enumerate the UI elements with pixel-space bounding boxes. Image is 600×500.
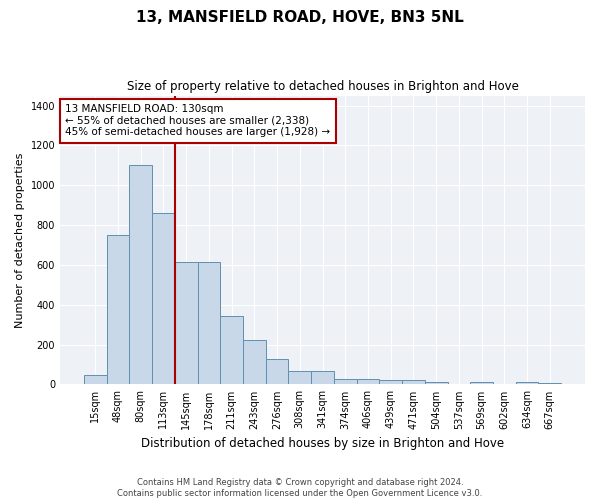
Bar [425,382,448,384]
Text: 13 MANSFIELD ROAD: 130sqm
← 55% of detached houses are smaller (2,338)
45% of se: 13 MANSFIELD ROAD: 130sqm ← 55% of detac… [65,104,331,138]
Text: 13, MANSFIELD ROAD, HOVE, BN3 5NL: 13, MANSFIELD ROAD, HOVE, BN3 5NL [136,10,464,25]
Text: Contains HM Land Registry data © Crown copyright and database right 2024.
Contai: Contains HM Land Registry data © Crown c… [118,478,482,498]
Bar [220,316,243,384]
Title: Size of property relative to detached houses in Brighton and Hove: Size of property relative to detached ho… [127,80,518,93]
Bar [175,262,197,384]
Bar [130,166,152,384]
Bar [266,358,289,384]
X-axis label: Distribution of detached houses by size in Brighton and Hove: Distribution of detached houses by size … [141,437,504,450]
Bar [356,380,379,384]
Bar [197,262,220,384]
Bar [243,340,266,384]
Bar [379,380,402,384]
Bar [334,380,356,384]
Bar [470,382,493,384]
Bar [402,380,425,384]
Bar [515,382,538,384]
Bar [152,213,175,384]
Bar [84,375,107,384]
Bar [107,235,130,384]
Bar [289,372,311,384]
Bar [311,372,334,384]
Y-axis label: Number of detached properties: Number of detached properties [15,152,25,328]
